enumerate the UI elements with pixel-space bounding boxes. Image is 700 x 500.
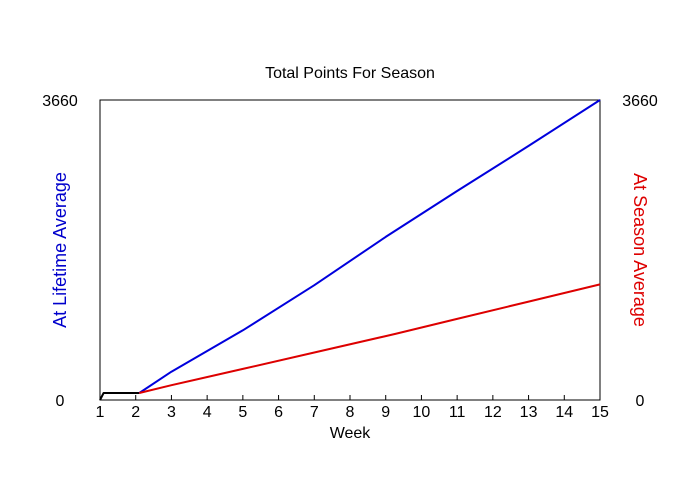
x-tick-label: 4 xyxy=(203,404,212,421)
right-axis-label: At Season Average xyxy=(630,173,650,327)
series-line-3 xyxy=(139,283,601,394)
left-axis-label: At Lifetime Average xyxy=(50,172,70,328)
x-axis-ticks: 1 2 3 4 5 6 7 8 9 10 11 12 13 14 15 xyxy=(96,395,609,421)
x-tick-label: 10 xyxy=(413,404,431,421)
x-tick-label: 12 xyxy=(484,404,502,421)
right-axis-ticks: 0 3660 xyxy=(622,93,658,410)
x-tick-label: 15 xyxy=(591,404,609,421)
x-tick-label: 7 xyxy=(310,404,319,421)
x-tick-label: 6 xyxy=(274,404,283,421)
left-tick-label: 0 xyxy=(56,393,65,410)
series-line-2 xyxy=(138,99,601,394)
x-tick-label: 1 xyxy=(96,404,105,421)
x-axis-label: Week xyxy=(330,425,372,442)
x-tick-label: 14 xyxy=(555,404,573,421)
left-tick-label: 3660 xyxy=(42,93,78,110)
series-line-1 xyxy=(99,392,140,401)
series-layer xyxy=(99,99,601,401)
x-tick-label: 11 xyxy=(449,404,466,421)
x-tick-label: 2 xyxy=(131,404,140,421)
x-tick-label: 3 xyxy=(167,404,176,421)
left-axis-ticks: 0 3660 xyxy=(42,93,78,410)
right-tick-label: 0 xyxy=(636,393,645,410)
x-tick-label: 9 xyxy=(381,404,390,421)
chart-title: Total Points For Season xyxy=(265,65,435,82)
right-tick-label: 3660 xyxy=(622,93,658,110)
x-tick-label: 8 xyxy=(346,404,355,421)
x-tick-label: 5 xyxy=(238,404,247,421)
x-tick-label: 13 xyxy=(520,404,538,421)
